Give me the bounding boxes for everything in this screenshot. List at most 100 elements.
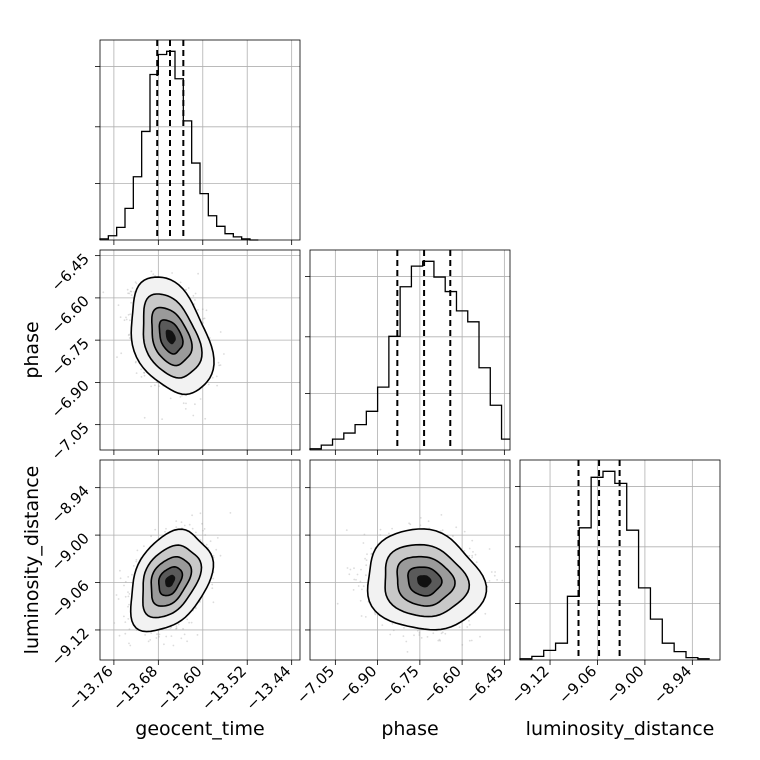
panel-frame — [99, 459, 301, 661]
panel-content — [310, 460, 510, 660]
sample-point — [364, 616, 367, 618]
sample-point — [186, 618, 189, 621]
sample-point — [392, 629, 395, 632]
sample-point — [131, 287, 134, 289]
contour-line — [142, 293, 203, 379]
histogram-step-geocent_time — [99, 50, 259, 241]
sample-point — [182, 627, 185, 630]
sample-point — [134, 281, 137, 283]
sample-point — [219, 331, 222, 333]
sample-point — [426, 636, 429, 638]
sample-point — [158, 385, 161, 388]
sample-point — [179, 281, 182, 284]
sample-point — [129, 290, 132, 293]
sample-point — [479, 635, 481, 638]
sample-point — [175, 625, 178, 628]
sample-point — [468, 639, 471, 642]
sample-point — [172, 644, 175, 647]
sample-point — [441, 529, 444, 531]
sample-point — [432, 632, 435, 635]
sample-point — [188, 621, 191, 624]
sample-point — [149, 639, 152, 641]
sample-point — [117, 304, 120, 306]
sample-point — [437, 639, 440, 642]
sample-point — [127, 591, 129, 593]
sample-point — [124, 580, 127, 583]
sample-point — [192, 295, 195, 297]
sample-point — [218, 364, 221, 367]
sample-point — [345, 529, 348, 531]
sample-point — [150, 270, 153, 273]
sample-point — [379, 534, 382, 536]
sample-point — [475, 561, 478, 564]
histogram-phase — [305, 249, 511, 451]
sample-point — [211, 583, 214, 586]
sample-point — [127, 595, 130, 598]
sample-point — [419, 524, 422, 527]
sample-point — [136, 549, 139, 552]
panel-phase-vs-luminosity_distance — [309, 459, 511, 661]
panel-geocent_time-vs-phase — [99, 249, 301, 451]
sample-point — [147, 640, 150, 643]
sample-point — [123, 319, 126, 322]
sample-point — [143, 371, 145, 374]
sample-point — [420, 637, 423, 639]
sample-point — [126, 288, 129, 291]
sample-point — [128, 593, 131, 595]
sample-point — [195, 531, 197, 534]
sample-point — [219, 364, 222, 366]
sample-point — [129, 313, 132, 316]
histogram-luminosity_distance — [515, 459, 721, 661]
contour-line — [150, 556, 193, 607]
sample-point — [135, 360, 137, 363]
sample-point — [143, 545, 145, 548]
contour-line — [142, 544, 203, 619]
sample-point — [134, 361, 137, 364]
sample-point — [363, 533, 366, 536]
density-fill — [165, 329, 176, 345]
sample-point — [135, 560, 138, 563]
sample-point — [118, 634, 121, 637]
sample-point — [117, 598, 120, 600]
sample-point — [164, 530, 166, 533]
sample-point — [463, 530, 466, 533]
sample-point — [156, 633, 158, 635]
sample-point — [127, 334, 130, 337]
sample-point — [180, 637, 183, 640]
sample-point — [182, 402, 185, 405]
sample-point — [211, 587, 214, 590]
sample-point — [199, 539, 202, 541]
sample-point — [439, 530, 442, 532]
sample-point — [216, 537, 219, 539]
sample-point — [346, 567, 349, 569]
sample-point — [128, 333, 131, 336]
sample-point — [203, 528, 206, 530]
sample-point — [353, 578, 356, 581]
sample-point — [197, 272, 200, 275]
sample-point — [209, 540, 212, 543]
sample-point — [349, 568, 352, 571]
sample-point — [181, 394, 183, 397]
sample-point — [188, 523, 191, 526]
sample-point — [199, 601, 201, 603]
sample-point — [150, 535, 153, 538]
sample-point — [441, 631, 444, 634]
sample-point — [408, 522, 410, 525]
panel-frame — [99, 249, 301, 451]
sample-point — [403, 627, 405, 629]
sample-point — [158, 633, 161, 636]
sample-point — [124, 632, 127, 635]
sample-point — [129, 319, 131, 322]
sample-point — [359, 599, 362, 602]
sample-point — [135, 282, 138, 285]
sample-point — [360, 615, 363, 617]
contour-line — [151, 306, 193, 367]
sample-point — [205, 309, 208, 312]
sample-point — [360, 568, 362, 571]
sample-point — [190, 621, 193, 624]
sample-point — [374, 613, 377, 616]
sample-point — [127, 313, 130, 316]
sample-point — [419, 517, 422, 519]
sample-point — [440, 632, 443, 635]
